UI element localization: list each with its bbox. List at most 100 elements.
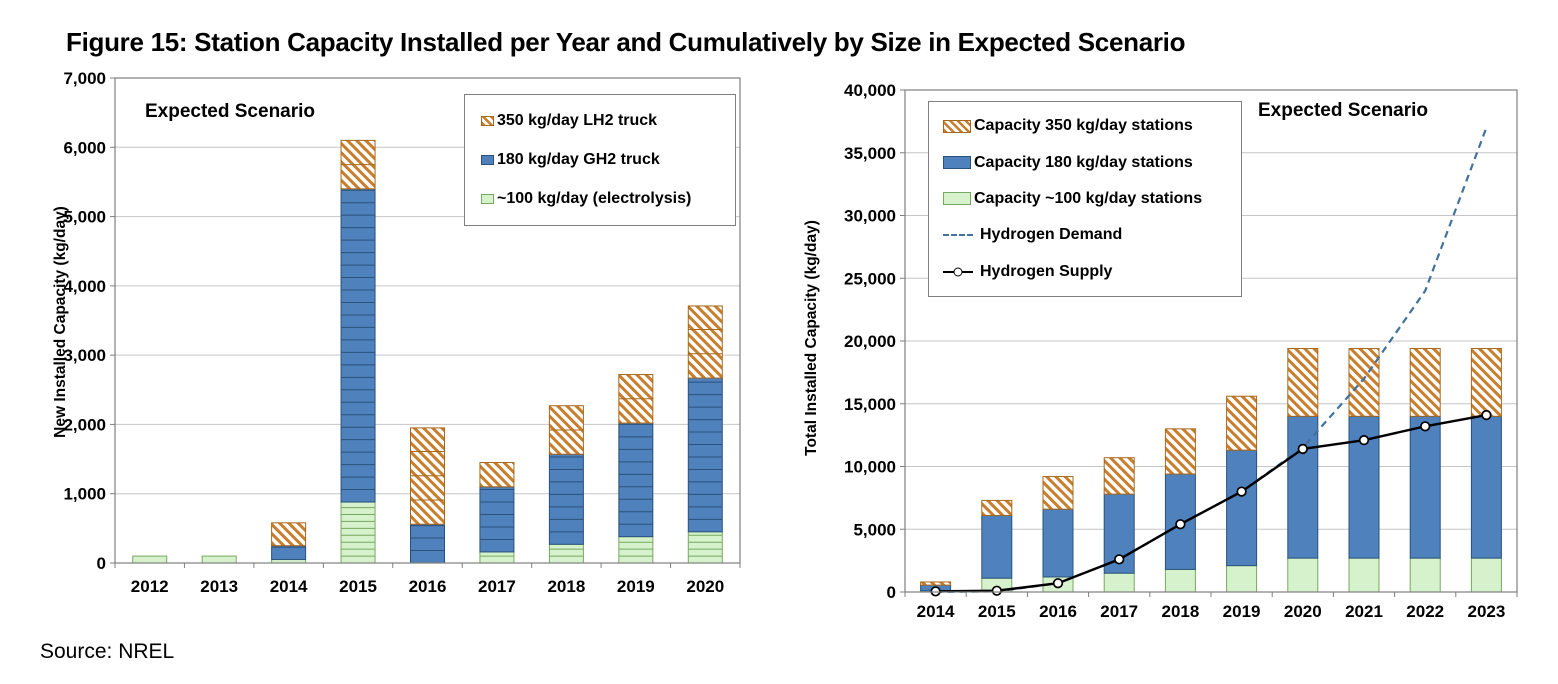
bar-segment-green xyxy=(132,555,168,564)
y-tick-label: 1,000 xyxy=(63,485,106,504)
legend-swatch-green-solid-icon xyxy=(481,194,494,205)
right-chart-legend: Capacity 350 kg/day stations Capacity 180… xyxy=(928,101,1242,297)
y-tick-label: 30,000 xyxy=(844,207,896,226)
bar-segment-green xyxy=(340,501,376,564)
x-tick-label: 2017 xyxy=(478,577,516,596)
legend-item: 180 kg/day GH2 truck xyxy=(481,151,731,169)
legend-swatch-blue-solid-icon xyxy=(943,156,971,170)
x-tick-label: 2020 xyxy=(686,577,724,596)
legend-swatch-blue-solid-icon xyxy=(481,154,494,165)
bar-segment-orange xyxy=(687,305,723,379)
bar-segment-orange xyxy=(981,499,1013,516)
y-tick-label: 40,000 xyxy=(844,81,896,100)
bar-segment-green xyxy=(1164,568,1196,593)
x-tick-label: 2022 xyxy=(1406,602,1444,621)
legend-item: ~100 kg/day (electrolysis) xyxy=(481,190,731,208)
bar-segment-green xyxy=(479,551,515,564)
bar-segment-blue xyxy=(1042,508,1074,578)
y-tick-label: 2,000 xyxy=(63,415,106,434)
bar-segment-green xyxy=(201,555,237,564)
legend-label: 180 kg/day GH2 truck xyxy=(497,150,660,168)
y-tick-label: 0 xyxy=(97,554,106,573)
x-tick-label: 2018 xyxy=(547,577,585,596)
bar-segment-blue xyxy=(1470,415,1502,559)
x-tick-label: 2017 xyxy=(1100,602,1138,621)
bar-segment-orange xyxy=(1287,348,1319,417)
y-tick-label: 3,000 xyxy=(63,346,106,365)
x-tick-label: 2015 xyxy=(978,602,1016,621)
y-tick-label: 15,000 xyxy=(844,395,896,414)
bar-segment-orange xyxy=(1226,395,1258,451)
bar-segment-green xyxy=(1287,557,1319,593)
bar-segment-blue xyxy=(618,422,654,538)
bar-segment-green xyxy=(548,543,584,564)
x-tick-label: 2015 xyxy=(339,577,377,596)
bar-segment-green xyxy=(1226,565,1258,593)
legend-item: Hydrogen Supply xyxy=(943,263,1237,281)
hydrogen-supply-marker xyxy=(1358,434,1370,446)
bar-segment-blue xyxy=(479,486,515,553)
bar-segment-blue xyxy=(410,523,445,564)
legend-item: Hydrogen Demand xyxy=(943,226,1237,244)
legend-swatch-orange-hatch-icon xyxy=(481,115,494,126)
bar-segment-blue xyxy=(1287,415,1319,559)
bar-segment-green xyxy=(687,531,723,564)
right-chart-annotation: Expected Scenario xyxy=(1258,100,1429,121)
x-tick-label: 2012 xyxy=(131,577,169,596)
bar-segment-green xyxy=(1409,557,1441,593)
bar-segment-orange xyxy=(1103,457,1135,495)
legend-item: Capacity ~100 kg/day stations xyxy=(943,190,1237,208)
y-tick-label: 35,000 xyxy=(844,144,896,163)
y-tick-label: 6,000 xyxy=(63,138,106,157)
bar-segment-orange xyxy=(1409,348,1441,417)
y-tick-label: 4,000 xyxy=(63,277,106,296)
source-note: Source: NREL xyxy=(40,640,175,663)
y-tick-label: 7,000 xyxy=(63,69,106,88)
bar-segment-blue xyxy=(1348,415,1380,559)
right-y-axis-title: Total Installed Capacity (kg/day) xyxy=(803,220,820,456)
legend-swatch-supply-line-icon xyxy=(943,265,973,278)
legend-label: Hydrogen Supply xyxy=(980,262,1113,280)
x-tick-label: 2019 xyxy=(1223,602,1261,621)
x-tick-label: 2014 xyxy=(917,602,955,621)
hydrogen-supply-marker xyxy=(1114,554,1125,565)
plot-border xyxy=(904,89,1518,593)
legend-label: Capacity 180 kg/day stations xyxy=(974,153,1193,171)
figure-title: Figure 15: Station Capacity Installed pe… xyxy=(66,27,1186,57)
bar-segment-orange xyxy=(1470,348,1502,417)
x-tick-label: 2014 xyxy=(270,577,308,596)
left-chart-annotation: Expected Scenario xyxy=(145,101,316,122)
legend-label: Capacity 350 kg/day stations xyxy=(974,117,1193,135)
legend-swatch-dash-line-icon xyxy=(943,234,973,237)
bar-segment-blue xyxy=(1226,449,1258,567)
legend-label: Capacity ~100 kg/day stations xyxy=(974,189,1203,207)
x-tick-label: 2020 xyxy=(1284,602,1322,621)
bar-segment-green xyxy=(1470,557,1502,593)
x-tick-label: 2013 xyxy=(200,577,238,596)
y-tick-label: 20,000 xyxy=(844,332,896,351)
hydrogen-supply-marker xyxy=(1420,421,1431,432)
y-tick-label: 25,000 xyxy=(844,269,896,288)
bar-segment-green xyxy=(618,536,654,564)
y-tick-label: 10,000 xyxy=(844,458,896,477)
legend-item: Capacity 180 kg/day stations xyxy=(943,154,1237,172)
bar-segment-blue xyxy=(340,188,376,503)
hydrogen-supply-marker xyxy=(1481,409,1492,421)
bar-segment-orange xyxy=(479,462,515,488)
hydrogen-supply-line xyxy=(935,413,1487,593)
hydrogen-supply-marker xyxy=(930,586,941,597)
y-tick-label: 5,000 xyxy=(853,520,896,539)
legend-label: 350 kg/day LH2 truck xyxy=(497,111,658,129)
bar-segment-blue xyxy=(981,514,1013,579)
hydrogen-supply-marker xyxy=(1236,486,1247,497)
hydrogen-supply-marker xyxy=(1052,578,1064,589)
legend-swatch-orange-hatch-icon xyxy=(943,119,971,133)
left-y-axis-title: New Installed Capacity (kg/day) xyxy=(52,206,69,438)
hydrogen-supply-marker xyxy=(1175,519,1186,530)
left-chart-legend: 350 kg/day LH2 truck 180 kg/day GH2 truck… xyxy=(464,94,736,226)
bar-segment-orange xyxy=(1164,428,1196,475)
bar-segment-orange xyxy=(271,522,307,547)
y-tick-label: 5,000 xyxy=(63,208,106,227)
x-tick-label: 2021 xyxy=(1345,602,1383,621)
